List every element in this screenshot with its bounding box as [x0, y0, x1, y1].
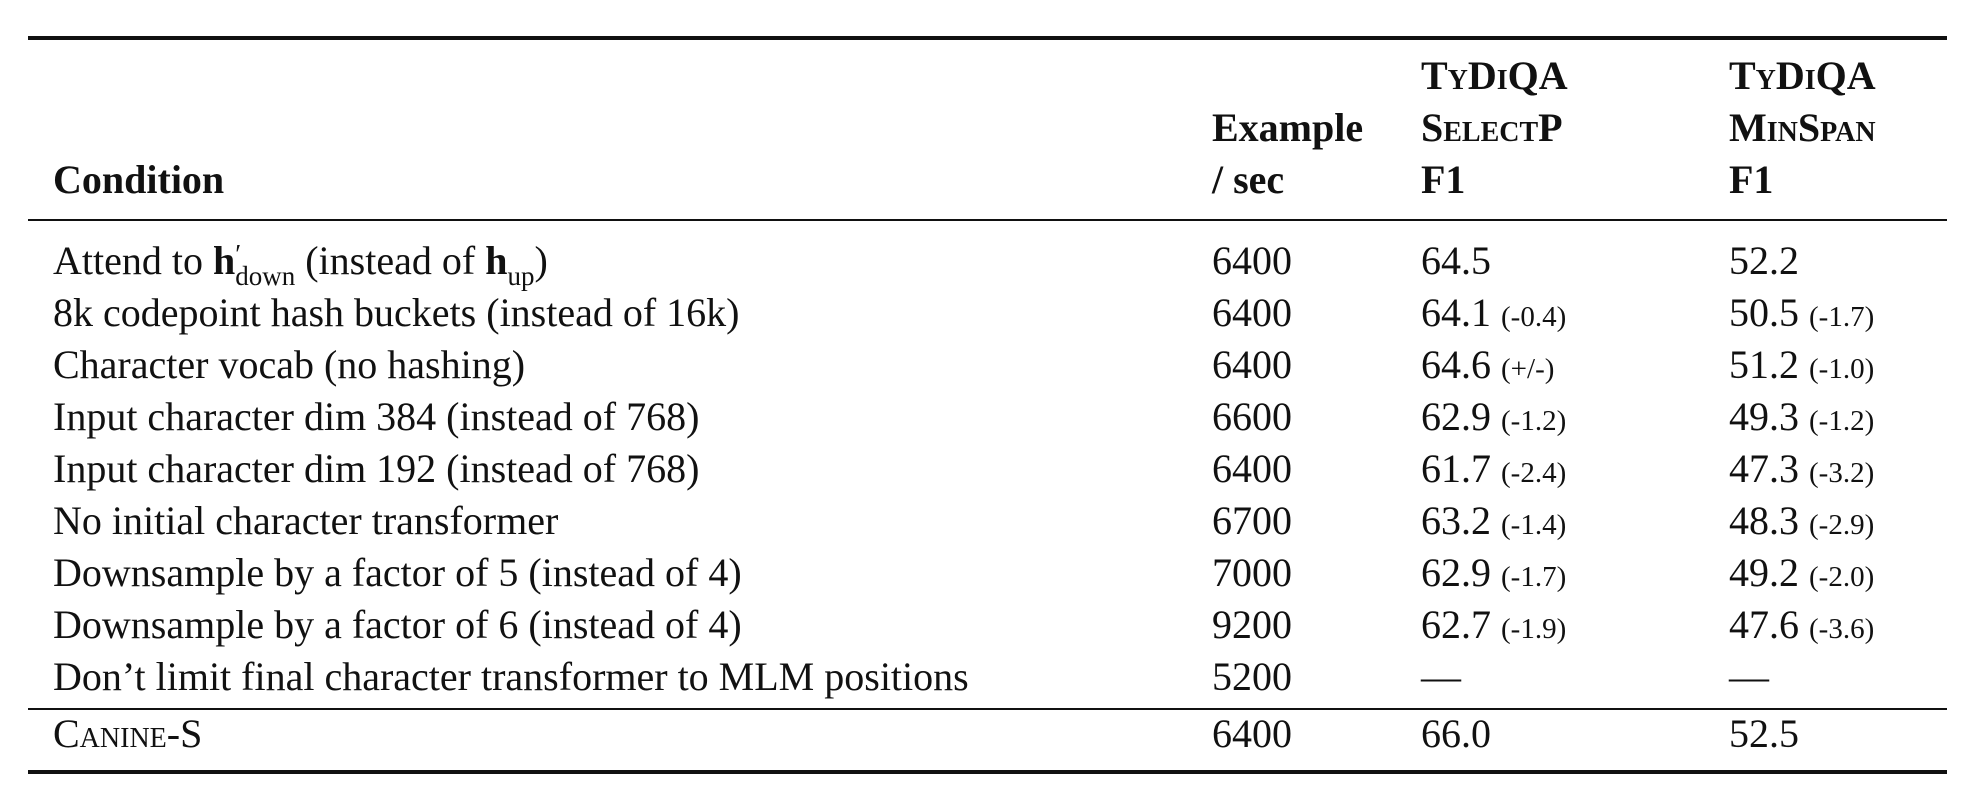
delta: (+/-) — [1501, 353, 1555, 385]
score: 61.7 — [1421, 446, 1491, 491]
condition: Don’t limit final character transformer … — [53, 654, 969, 699]
scripts: ′ down — [235, 238, 296, 291]
delta: (-3.6) — [1809, 613, 1875, 645]
speed: 7000 — [1212, 550, 1292, 595]
score: 63.2 — [1421, 498, 1491, 543]
condition: Input character dim 384 (instead of 768) — [53, 394, 700, 439]
score: 66.0 — [1421, 711, 1491, 756]
selectp-f1: 62.7 (-1.9) — [1421, 601, 1566, 653]
score: 50.5 — [1729, 290, 1799, 335]
delta: (-2.4) — [1501, 457, 1567, 489]
score: — — [1421, 654, 1461, 699]
subscript: down — [235, 260, 296, 291]
header-cell: F1 — [1729, 157, 1774, 202]
delta: (-1.0) — [1809, 353, 1875, 385]
header-rule — [28, 219, 1947, 221]
scripts: up — [507, 243, 535, 291]
top-rule — [28, 36, 1947, 40]
condition: Input character dim 192 (instead of 768) — [53, 446, 700, 491]
minspan-f1: 49.2 (-2.0) — [1729, 549, 1874, 601]
speed: 6400 — [1212, 711, 1292, 756]
math-symbol: h — [485, 238, 508, 283]
header-cell: SelectP — [1421, 105, 1563, 150]
score: 62.7 — [1421, 602, 1491, 647]
minspan-f1: 51.2 (-1.0) — [1729, 341, 1874, 393]
header-cell: F1 — [1421, 157, 1466, 202]
header-cell: Condition — [53, 157, 225, 202]
text: ) — [534, 238, 548, 283]
minspan-f1: 49.3 (-1.2) — [1729, 393, 1874, 445]
text: Attend to — [53, 238, 213, 283]
delta: (-2.0) — [1809, 561, 1875, 593]
header-cell: Example — [1212, 105, 1364, 150]
condition: 8k codepoint hash buckets (instead of 16… — [53, 290, 740, 335]
score: 49.3 — [1729, 394, 1799, 439]
header-cell: / sec — [1212, 157, 1285, 202]
delta: (-1.2) — [1809, 405, 1875, 437]
condition: Canine-S — [53, 711, 203, 756]
delta: (-1.9) — [1501, 613, 1567, 645]
score: 47.6 — [1729, 602, 1799, 647]
speed: 6400 — [1212, 446, 1292, 491]
score: 62.9 — [1421, 550, 1491, 595]
minspan-f1: 48.3 (-2.9) — [1729, 497, 1874, 549]
selectp-f1: 66.0 — [1421, 710, 1491, 758]
condition: Downsample by a factor of 5 (instead of … — [53, 550, 742, 595]
delta: (-2.9) — [1809, 509, 1875, 541]
score: 62.9 — [1421, 394, 1491, 439]
delta: (-3.2) — [1809, 457, 1875, 489]
score: 49.2 — [1729, 550, 1799, 595]
header-cell: TyDiQA — [1421, 53, 1568, 98]
selectp-f1: 63.2 (-1.4) — [1421, 497, 1566, 549]
minspan-f1: 52.5 — [1729, 710, 1799, 758]
delta: (-1.2) — [1501, 405, 1567, 437]
text: (instead of — [295, 238, 486, 283]
speed: 6400 — [1212, 238, 1292, 283]
score: 64.6 — [1421, 342, 1491, 387]
score: 64.5 — [1421, 238, 1491, 283]
selectp-f1: 64.5 — [1421, 237, 1491, 285]
speed: 6700 — [1212, 498, 1292, 543]
speed: 5200 — [1212, 654, 1292, 699]
condition: Downsample by a factor of 6 (instead of … — [53, 602, 742, 647]
selectp-f1: 61.7 (-2.4) — [1421, 445, 1566, 497]
header-cell: MinSpan — [1729, 105, 1876, 150]
score: 48.3 — [1729, 498, 1799, 543]
selectp-f1: 64.6 (+/-) — [1421, 341, 1554, 393]
selectp-f1: 62.9 (-1.2) — [1421, 393, 1566, 445]
subscript: up — [507, 260, 535, 291]
condition: Attend to h ′ down (instead of h up) — [53, 237, 548, 291]
minspan-f1: — — [1729, 653, 1769, 701]
score: 52.2 — [1729, 238, 1799, 283]
delta: (-0.4) — [1501, 301, 1567, 333]
speed: 9200 — [1212, 602, 1292, 647]
speed: 6400 — [1212, 342, 1292, 387]
minspan-f1: 47.3 (-3.2) — [1729, 445, 1874, 497]
bottom-rule — [28, 770, 1947, 774]
selectp-f1: 62.9 (-1.7) — [1421, 549, 1566, 601]
minspan-f1: 47.6 (-3.6) — [1729, 601, 1874, 653]
selectp-f1: — — [1421, 653, 1461, 701]
condition: Character vocab (no hashing) — [53, 342, 526, 387]
baseline-rule — [28, 708, 1947, 710]
condition: No initial character transformer — [53, 498, 559, 543]
delta: (-1.4) — [1501, 509, 1567, 541]
minspan-f1: 50.5 (-1.7) — [1729, 289, 1874, 341]
score: 51.2 — [1729, 342, 1799, 387]
score: 64.1 — [1421, 290, 1491, 335]
math-symbol: h — [212, 238, 236, 283]
header-cell: TyDiQA — [1729, 53, 1876, 98]
selectp-f1: 64.1 (-0.4) — [1421, 289, 1566, 341]
delta: (-1.7) — [1501, 561, 1567, 593]
score: 47.3 — [1729, 446, 1799, 491]
speed: 6400 — [1212, 290, 1292, 335]
delta: (-1.7) — [1809, 301, 1875, 333]
speed: 6600 — [1212, 394, 1292, 439]
score: — — [1729, 654, 1769, 699]
score: 52.5 — [1729, 711, 1799, 756]
minspan-f1: 52.2 — [1729, 237, 1799, 285]
superscript: ′ — [235, 238, 242, 269]
